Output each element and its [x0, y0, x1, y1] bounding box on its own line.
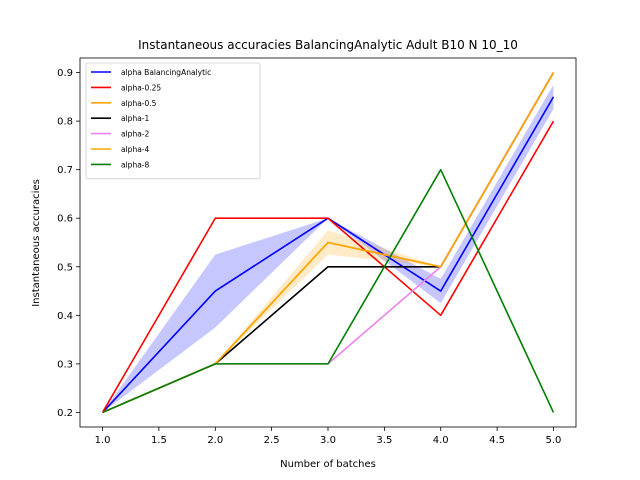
y-axis: 0.2 0.3 0.4 0.5 0.6 0.7 0.8 0.9 — [57, 68, 80, 419]
x-tick-label: 2.5 — [264, 435, 280, 446]
y-tick-label: 0.5 — [57, 262, 73, 273]
x-tick-label: 1.5 — [151, 435, 167, 446]
y-tick-label: 0.3 — [57, 359, 73, 370]
series-lines — [101, 72, 555, 414]
y-tick-label: 0.6 — [57, 214, 73, 225]
legend: alpha BalancingAnalytic alpha-0.25 alpha-0… — [85, 62, 261, 180]
x-tick-label: 4.0 — [433, 435, 449, 446]
x-tick-label: 5.0 — [546, 435, 562, 446]
legend-label: alpha-4 — [121, 145, 149, 154]
y-tick-label: 0.9 — [57, 68, 73, 79]
x-axis-title: Number of batches — [280, 459, 376, 470]
series-line-6 — [102, 168, 555, 414]
x-tick-label: 3.5 — [376, 435, 392, 446]
legend-label: alpha-1 — [121, 114, 149, 123]
x-tick-label: 2.0 — [207, 435, 223, 446]
legend-label: alpha BalancingAnalytic — [121, 68, 211, 77]
y-tick-label: 0.7 — [57, 165, 73, 176]
legend-label: alpha-0.5 — [121, 99, 157, 108]
legend-label: alpha-0.25 — [121, 83, 161, 92]
x-axis: 1.0 1.5 2.0 2.5 3.0 3.5 4.0 4.5 5.0 — [95, 427, 562, 446]
y-tick-label: 0.8 — [57, 117, 73, 128]
legend-label: alpha-2 — [121, 130, 149, 139]
y-tick-label: 0.2 — [57, 408, 73, 419]
x-tick-label: 3.0 — [320, 435, 336, 446]
x-tick-label: 4.5 — [489, 435, 505, 446]
y-tick-label: 0.4 — [57, 311, 73, 322]
chart-title: Instantaneous accuracies BalancingAnalyt… — [138, 38, 518, 52]
legend-label: alpha-8 — [121, 160, 149, 169]
y-axis-title: Instantaneous accuracies — [31, 179, 42, 307]
legend-box — [85, 62, 261, 180]
x-tick-label: 1.0 — [95, 435, 111, 446]
confidence-band-0 — [102, 84, 554, 413]
